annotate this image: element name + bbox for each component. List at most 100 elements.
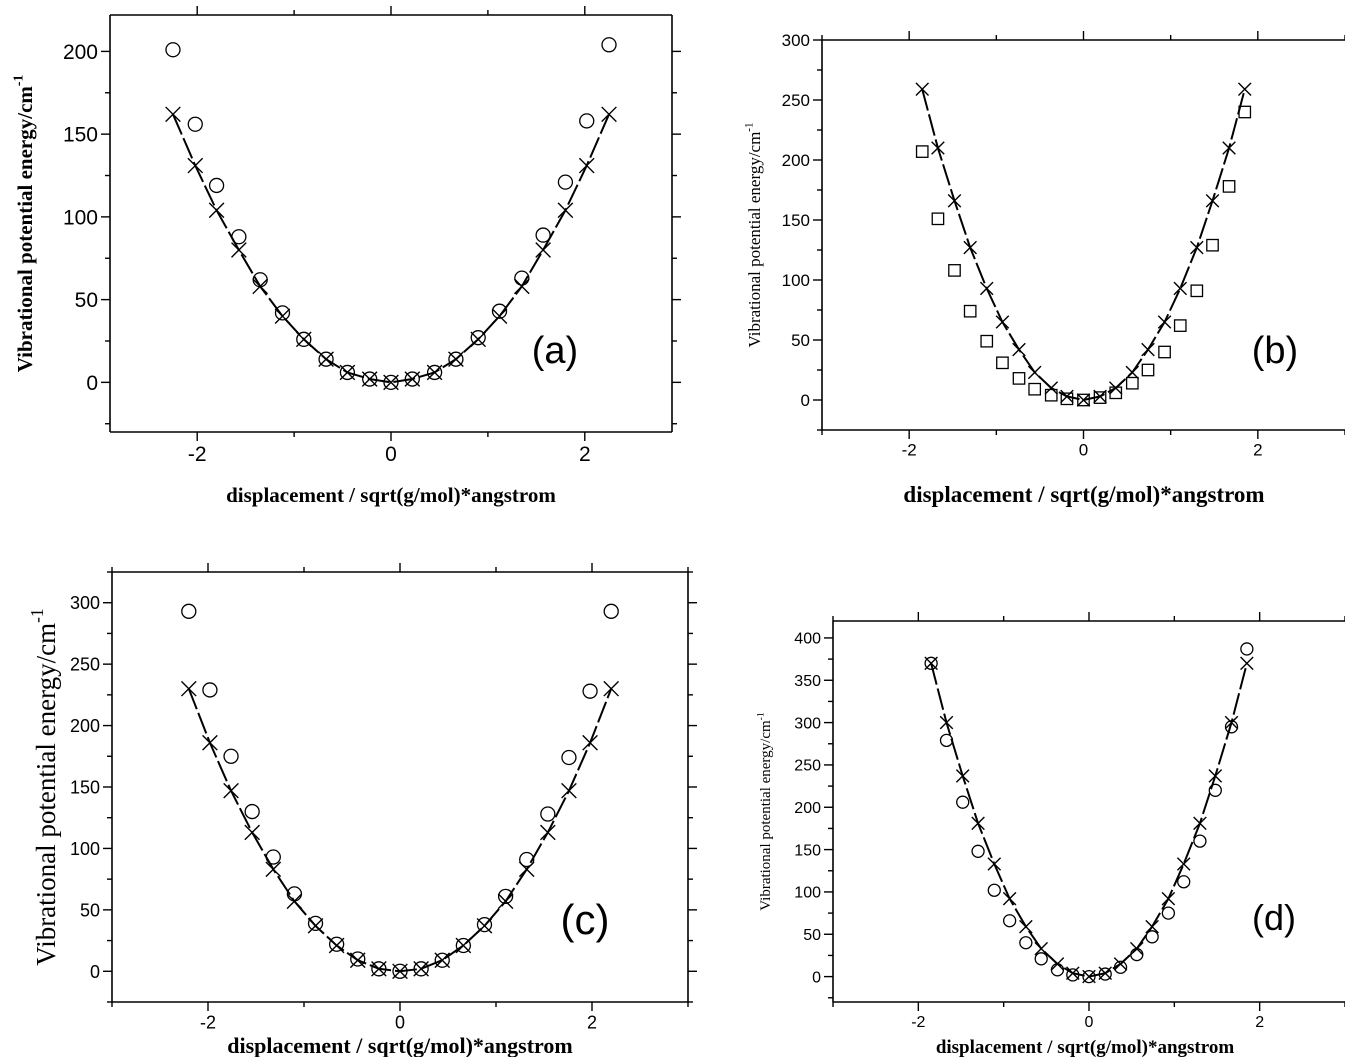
series-line-2: [930, 663, 1248, 978]
y-axis-title-superscript: -1: [11, 75, 26, 87]
data-point-cross: [244, 824, 261, 841]
cross-stroke: [307, 917, 324, 934]
data-point-circle: [540, 806, 556, 822]
data-point-cross: [1012, 342, 1026, 357]
data-point-circle: [455, 937, 472, 954]
data-point-cross: [252, 278, 269, 295]
x-tick-label: 0: [1085, 1014, 1094, 1031]
data-point-cross: [924, 656, 938, 671]
data-point-circle: [223, 748, 239, 764]
cross-stroke: [1141, 342, 1155, 357]
cross-stroke: [476, 917, 493, 934]
data-point-cross: [426, 364, 443, 381]
cross-stroke: [339, 364, 356, 381]
data-point-cross: [1125, 365, 1140, 380]
data-point-cross: [318, 351, 334, 368]
x-tick-label: -2: [200, 1012, 216, 1032]
x-tick-label: -2: [911, 1014, 925, 1031]
data-point-cross: [208, 202, 225, 219]
y-tick-label: 100: [782, 271, 810, 290]
data-point-circle: [491, 303, 508, 319]
chart-panel-3: 0 50 100 150 200 250 300 -2 0 2 displacement / sqr…: [27, 563, 697, 1057]
y-axis-title-text: Vibrational potential energy/cm: [13, 86, 37, 373]
data-point-cross: [1224, 715, 1239, 730]
data-point-cross: [518, 861, 535, 878]
cross-stroke: [1224, 715, 1239, 730]
data-point-cross: [1237, 82, 1252, 96]
y-tick-label: 300: [794, 715, 821, 732]
data-point-cross: [1208, 769, 1223, 783]
y-tick-label: 300: [70, 593, 100, 613]
data-point-cross: [578, 157, 595, 174]
cross-stroke: [286, 893, 303, 910]
data-point-cross: [295, 331, 312, 348]
cross-stroke: [383, 374, 399, 391]
data-point-cross: [448, 351, 464, 368]
data-point-circle: [448, 351, 464, 367]
data-point-cross: [328, 937, 345, 954]
y-axis-title-superscript: -1: [755, 712, 766, 720]
data-point-cross: [274, 308, 291, 325]
x-tick-label: 2: [587, 1012, 597, 1032]
data-point-cross: [947, 194, 962, 208]
cross-stroke: [1113, 957, 1128, 971]
cross-stroke: [971, 816, 985, 831]
data-point-circle: [208, 177, 225, 194]
data-point-square: [931, 212, 945, 226]
y-tick-label: 300: [782, 31, 810, 50]
data-point-circle: [519, 851, 535, 868]
cross-stroke: [582, 734, 598, 751]
data-point-cross: [939, 715, 954, 730]
y-tick-label: 200: [782, 151, 810, 170]
cross-stroke: [947, 194, 962, 208]
panel-label: (c): [561, 896, 610, 943]
data-point-circle: [202, 682, 218, 698]
data-point-square: [1012, 372, 1026, 385]
data-point-square: [1206, 238, 1219, 252]
cross-stroke: [535, 242, 551, 258]
data-point-square: [1077, 393, 1090, 407]
x-axis-title: displacement / sqrt(g/mol)*angstrom: [903, 482, 1264, 507]
data-point-square: [1173, 319, 1187, 332]
data-point-circle: [339, 364, 356, 381]
x-axis-title: displacement / sqrt(g/mol)*angstrom: [227, 1033, 572, 1057]
x-tick-label: 2: [579, 443, 591, 466]
cross-stroke: [491, 308, 508, 325]
data-point-cross: [476, 917, 493, 934]
cross-stroke: [603, 680, 620, 697]
chart-panel-1: 0 50 100 150 200 -2 0 2 displacement / sqrt(g/mo…: [11, 6, 681, 507]
cross-stroke: [1237, 82, 1252, 96]
data-point-square: [915, 145, 929, 158]
data-point-square: [963, 304, 977, 318]
data-point-circle: [939, 733, 954, 748]
data-point-circle: [557, 174, 574, 190]
cross-stroke: [1082, 969, 1096, 984]
panel-label: (d): [1252, 897, 1296, 938]
data-point-cross: [165, 106, 181, 123]
cross-stroke: [1108, 381, 1123, 395]
data-point-cross: [187, 157, 204, 174]
cross-stroke: [497, 893, 514, 910]
data-point-circle: [601, 37, 617, 53]
x-tick-label: 0: [385, 443, 397, 466]
data-point-cross: [1034, 941, 1049, 956]
x-axis-title: displacement / sqrt(g/mol)*angstrom: [936, 1037, 1235, 1057]
cross-stroke: [1034, 941, 1049, 956]
data-point-circle: [1082, 969, 1096, 984]
data-point-square: [1222, 180, 1236, 193]
data-point-circle: [603, 603, 619, 619]
cross-stroke: [518, 861, 535, 878]
cross-stroke: [1190, 240, 1204, 255]
cross-stroke: [561, 782, 577, 799]
y-tick-label: 50: [75, 289, 98, 312]
cross-stroke: [1012, 342, 1026, 357]
cross-stroke: [1060, 389, 1074, 404]
cross-stroke: [995, 315, 1010, 329]
data-point-cross: [1098, 966, 1113, 981]
cross-stroke: [1208, 769, 1223, 783]
data-point-cross: [601, 106, 617, 123]
cross-stroke: [165, 106, 181, 123]
cross-stroke: [1176, 857, 1191, 871]
data-point-cross: [1065, 966, 1080, 981]
data-point-circle: [1019, 936, 1033, 950]
